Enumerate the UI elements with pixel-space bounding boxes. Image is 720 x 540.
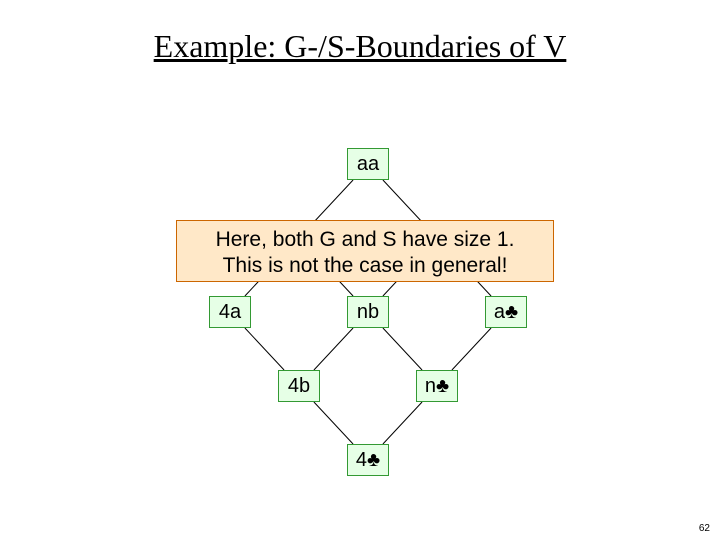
callout-line-1: Here, both G and S have size 1. xyxy=(191,227,539,253)
node-label: 4b xyxy=(288,375,310,398)
node-a-club: a♣ xyxy=(485,296,527,328)
node-label: 4a xyxy=(219,301,241,324)
node-4b: 4b xyxy=(278,370,320,402)
page-number: 62 xyxy=(699,523,710,534)
node-label: nb xyxy=(357,301,379,324)
node-aa: aa xyxy=(347,148,389,180)
callout-box: Here, both G and S have size 1. This is … xyxy=(176,220,554,282)
node-label: aa xyxy=(357,153,379,176)
node-4-club: 4♣ xyxy=(347,444,389,476)
slide-title: Example: G-/S-Boundaries of V xyxy=(0,28,720,65)
node-label: n♣ xyxy=(425,375,449,398)
slide: { "title": "Example: G-/S-Boundaries of … xyxy=(0,0,720,540)
callout-line-2: This is not the case in general! xyxy=(191,253,539,279)
node-n-club: n♣ xyxy=(416,370,458,402)
node-nb: nb xyxy=(347,296,389,328)
node-label: a♣ xyxy=(494,301,518,324)
node-4a: 4a xyxy=(209,296,251,328)
node-label: 4♣ xyxy=(356,449,380,472)
